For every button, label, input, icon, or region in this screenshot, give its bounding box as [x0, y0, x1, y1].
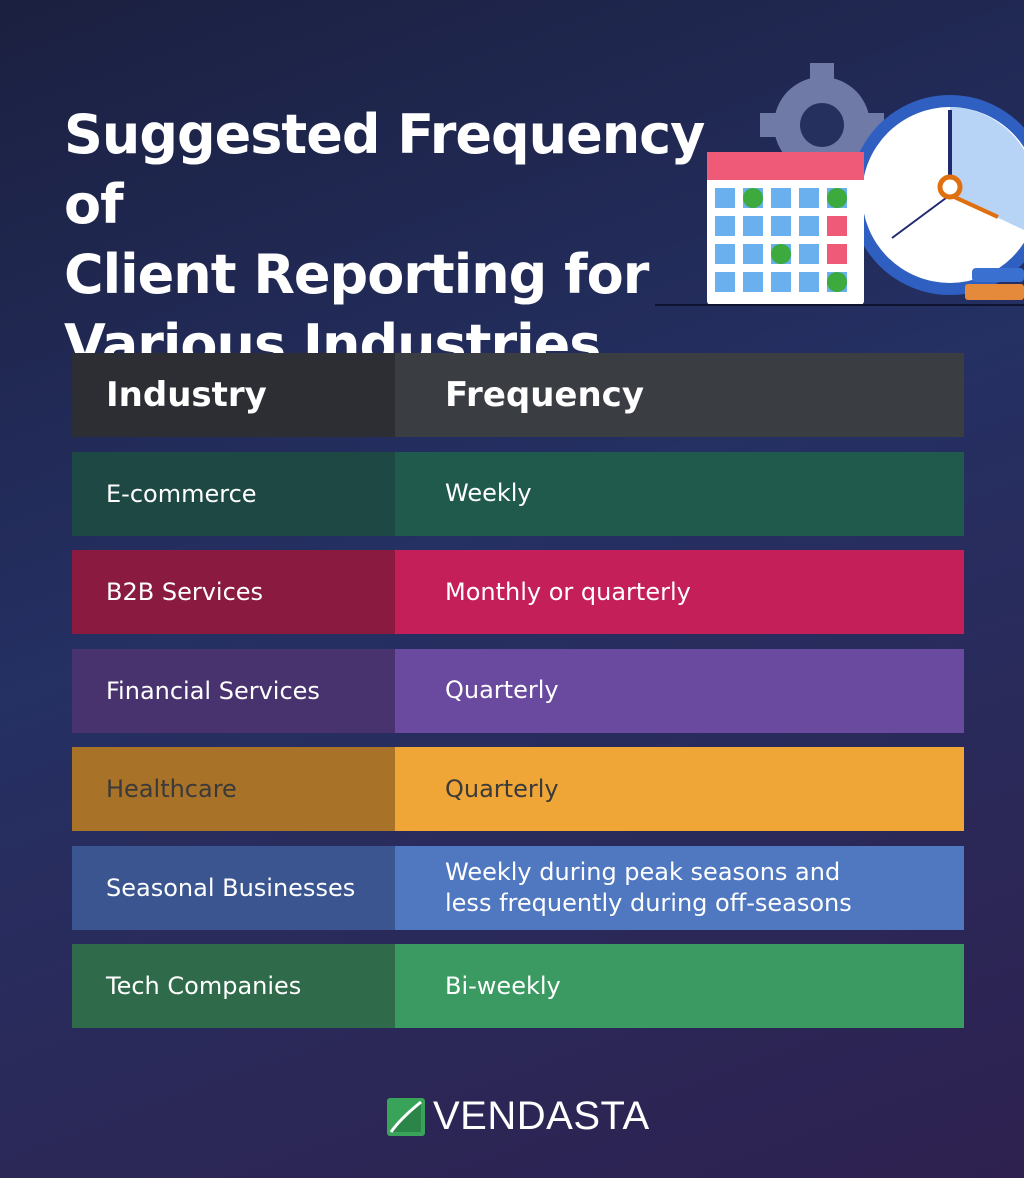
frequency-table: Industry Frequency E-commerce Weekly B2B S…: [72, 353, 964, 1043]
books-icon: [965, 268, 1024, 300]
table-row: Tech Companies Bi-weekly: [72, 944, 964, 1028]
industry-cell: Healthcare: [72, 747, 395, 831]
vendasta-logo: VENDASTA: [387, 1094, 650, 1139]
table-row: Financial Services Quarterly: [72, 648, 964, 733]
header-frequency: Frequency: [395, 353, 964, 437]
clock-icon: [850, 95, 1024, 295]
calendar-icon: [707, 152, 864, 305]
industry-cell: Financial Services: [72, 648, 395, 733]
page-title: Suggested Frequency of Client Reporting …: [64, 103, 705, 376]
table-row: Healthcare Quarterly: [72, 747, 964, 831]
frequency-cell: Quarterly: [395, 648, 964, 733]
table-row: Seasonal Businesses Weekly during peak se…: [72, 845, 964, 930]
illustration: [655, 63, 1024, 306]
industry-cell: B2B Services: [72, 550, 395, 634]
table-row: E-commerce Weekly: [72, 451, 964, 536]
industry-cell: E-commerce: [72, 451, 395, 536]
industry-cell: Tech Companies: [72, 944, 395, 1028]
industry-cell: Seasonal Businesses: [72, 845, 395, 930]
frequency-cell: Weekly during peak seasons and less freq…: [395, 845, 964, 930]
table-row: B2B Services Monthly or quarterly: [72, 550, 964, 634]
header-industry: Industry: [72, 353, 395, 437]
gear-icon: [760, 63, 884, 187]
frequency-cell: Weekly: [395, 451, 964, 536]
vendasta-logo-icon: [387, 1097, 425, 1136]
frequency-cell: Monthly or quarterly: [395, 550, 964, 634]
frequency-cell: Quarterly: [395, 747, 964, 831]
table-header: Industry Frequency: [72, 353, 964, 437]
frequency-cell: Bi-weekly: [395, 944, 964, 1028]
